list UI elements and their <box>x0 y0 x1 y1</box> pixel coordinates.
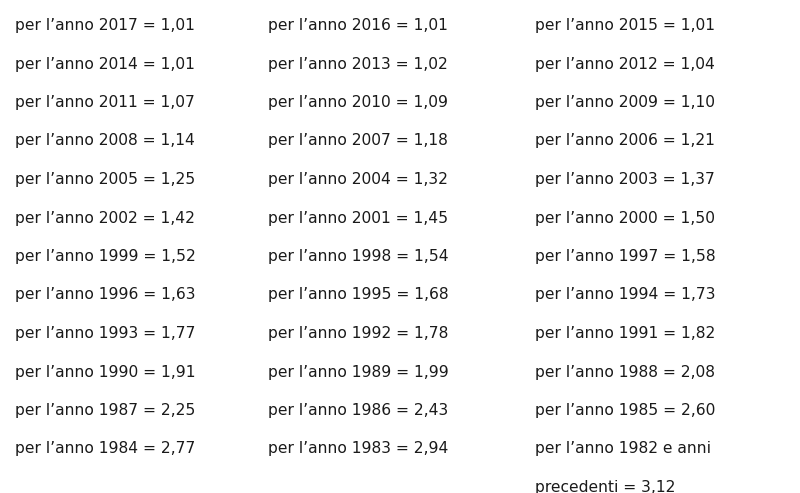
Text: per l’anno 1988 = 2,08: per l’anno 1988 = 2,08 <box>535 364 715 380</box>
Text: per l’anno 2016 = 1,01: per l’anno 2016 = 1,01 <box>268 18 448 33</box>
Text: per l’anno 1999 = 1,52: per l’anno 1999 = 1,52 <box>15 249 196 264</box>
Text: per l’anno 2013 = 1,02: per l’anno 2013 = 1,02 <box>268 57 448 71</box>
Text: per l’anno 1990 = 1,91: per l’anno 1990 = 1,91 <box>15 364 195 380</box>
Text: per l’anno 2000 = 1,50: per l’anno 2000 = 1,50 <box>535 211 715 225</box>
Text: per l’anno 2004 = 1,32: per l’anno 2004 = 1,32 <box>268 172 448 187</box>
Text: per l’anno 1997 = 1,58: per l’anno 1997 = 1,58 <box>535 249 716 264</box>
Text: per l’anno 1985 = 2,60: per l’anno 1985 = 2,60 <box>535 403 715 418</box>
Text: per l’anno 1998 = 1,54: per l’anno 1998 = 1,54 <box>268 249 449 264</box>
Text: per l’anno 2007 = 1,18: per l’anno 2007 = 1,18 <box>268 134 448 148</box>
Text: per l’anno 1996 = 1,63: per l’anno 1996 = 1,63 <box>15 287 195 303</box>
Text: per l’anno 2011 = 1,07: per l’anno 2011 = 1,07 <box>15 95 195 110</box>
Text: per l’anno 1991 = 1,82: per l’anno 1991 = 1,82 <box>535 326 715 341</box>
Text: per l’anno 1989 = 1,99: per l’anno 1989 = 1,99 <box>268 364 449 380</box>
Text: per l’anno 2006 = 1,21: per l’anno 2006 = 1,21 <box>535 134 715 148</box>
Text: per l’anno 2001 = 1,45: per l’anno 2001 = 1,45 <box>268 211 448 225</box>
Text: per l’anno 2002 = 1,42: per l’anno 2002 = 1,42 <box>15 211 195 225</box>
Text: per l’anno 2009 = 1,10: per l’anno 2009 = 1,10 <box>535 95 715 110</box>
Text: per l’anno 2005 = 1,25: per l’anno 2005 = 1,25 <box>15 172 195 187</box>
Text: precedenti = 3,12: precedenti = 3,12 <box>535 480 675 493</box>
Text: per l’anno 2015 = 1,01: per l’anno 2015 = 1,01 <box>535 18 715 33</box>
Text: per l’anno 1982 e anni: per l’anno 1982 e anni <box>535 442 711 457</box>
Text: per l’anno 2010 = 1,09: per l’anno 2010 = 1,09 <box>268 95 448 110</box>
Text: per l’anno 1987 = 2,25: per l’anno 1987 = 2,25 <box>15 403 195 418</box>
Text: per l’anno 1995 = 1,68: per l’anno 1995 = 1,68 <box>268 287 449 303</box>
Text: per l’anno 2012 = 1,04: per l’anno 2012 = 1,04 <box>535 57 715 71</box>
Text: per l’anno 1984 = 2,77: per l’anno 1984 = 2,77 <box>15 442 195 457</box>
Text: per l’anno 1993 = 1,77: per l’anno 1993 = 1,77 <box>15 326 195 341</box>
Text: per l’anno 2014 = 1,01: per l’anno 2014 = 1,01 <box>15 57 195 71</box>
Text: per l’anno 2017 = 1,01: per l’anno 2017 = 1,01 <box>15 18 195 33</box>
Text: per l’anno 1986 = 2,43: per l’anno 1986 = 2,43 <box>268 403 448 418</box>
Text: per l’anno 2008 = 1,14: per l’anno 2008 = 1,14 <box>15 134 195 148</box>
Text: per l’anno 2003 = 1,37: per l’anno 2003 = 1,37 <box>535 172 715 187</box>
Text: per l’anno 1994 = 1,73: per l’anno 1994 = 1,73 <box>535 287 715 303</box>
Text: per l’anno 1983 = 2,94: per l’anno 1983 = 2,94 <box>268 442 448 457</box>
Text: per l’anno 1992 = 1,78: per l’anno 1992 = 1,78 <box>268 326 448 341</box>
